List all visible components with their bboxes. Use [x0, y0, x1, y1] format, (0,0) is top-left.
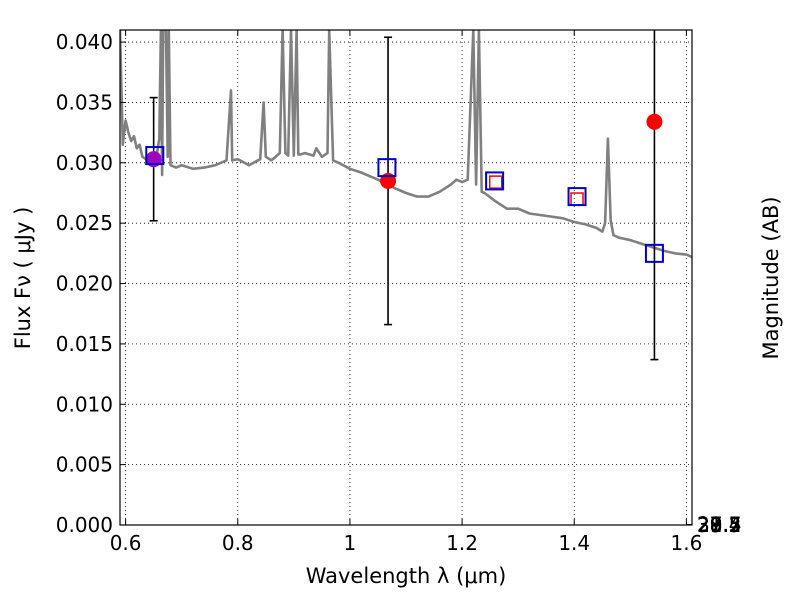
mag-tick-label: 28.2	[697, 513, 742, 537]
mag-tick-label: 28	[697, 513, 722, 537]
y2-axis-label: Magnitude (AB)	[759, 196, 783, 359]
y-tick-label: 0.030	[56, 151, 113, 175]
mag-tick-label: 27.4	[697, 513, 742, 537]
y-tick-label: 0.010	[56, 392, 113, 416]
y-tick-label: 0.000	[56, 513, 113, 537]
model-square	[377, 158, 397, 178]
model-square	[644, 243, 664, 263]
axis-ticks: 0.6 0.8 1 1.2 1.4 1.6 0.000 0.005 0.010 0.015 0.02…	[56, 30, 742, 555]
mag-tick-label: 28.5	[697, 513, 742, 537]
x-tick-label: 0.6	[110, 531, 142, 555]
x-tick-label: 1	[344, 531, 357, 555]
y-tick-label: 0.020	[56, 272, 113, 296]
marker-layer	[145, 113, 664, 263]
mag-tick-label: 27.5	[697, 513, 742, 537]
model-square	[145, 146, 165, 166]
y-tick-label: 0.035	[56, 90, 113, 114]
x-tick-label: 1.2	[446, 531, 478, 555]
mag-tick-label: 29	[697, 513, 722, 537]
mag-tick-label: 30	[697, 513, 722, 537]
y-tick-label: 0.025	[56, 211, 113, 235]
y-tick-label: 0.040	[56, 30, 113, 54]
y-axis-label: Flux Fν ( μJy )	[11, 207, 35, 350]
x-tick-label: 1.6	[670, 531, 702, 555]
observed-square	[488, 175, 503, 189]
x-tick-label: 0.8	[222, 531, 254, 555]
y-tick-label: 0.005	[56, 453, 113, 477]
mag-tick-label: 27.7	[697, 513, 742, 537]
observed-point	[646, 113, 663, 130]
model-square	[567, 187, 587, 207]
x-axis-label: Wavelength λ (μm)	[306, 564, 507, 588]
y-tick-label: 0.015	[56, 332, 113, 356]
plot-frame	[119, 29, 693, 526]
mag-tick-label: 31	[697, 513, 722, 537]
model-square	[485, 171, 505, 191]
x-tick-label: 1.4	[558, 531, 590, 555]
mag-tick-label: 29.5	[697, 513, 742, 537]
